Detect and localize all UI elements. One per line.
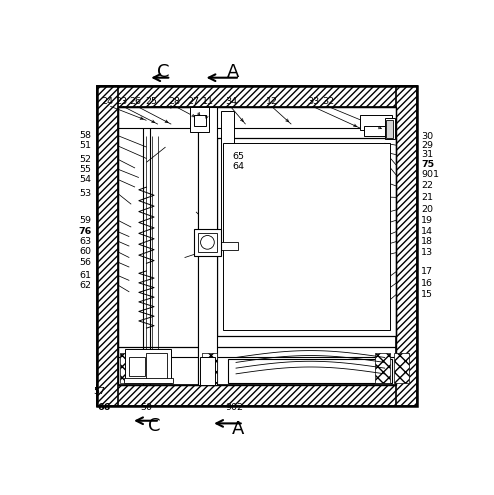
Text: 13: 13 — [421, 248, 433, 257]
Bar — [146, 353, 167, 380]
Bar — [194, 115, 206, 126]
Text: 32: 32 — [323, 98, 335, 106]
Text: 18: 18 — [421, 237, 433, 246]
Text: 15: 15 — [421, 290, 433, 299]
Text: 57: 57 — [93, 387, 105, 396]
Bar — [124, 378, 173, 383]
Text: 54: 54 — [79, 175, 91, 184]
Bar — [129, 357, 145, 376]
Bar — [194, 229, 221, 256]
Text: 22: 22 — [421, 182, 433, 191]
Text: 51: 51 — [79, 142, 91, 150]
Text: 16: 16 — [421, 279, 433, 288]
Text: 901: 901 — [421, 170, 439, 179]
Text: 902: 902 — [225, 402, 243, 411]
Text: 60: 60 — [79, 248, 91, 256]
Bar — [118, 107, 396, 128]
Bar — [360, 115, 392, 130]
Text: 50: 50 — [140, 402, 153, 411]
Text: 27: 27 — [187, 98, 200, 106]
Text: 55: 55 — [79, 165, 91, 174]
Bar — [125, 349, 171, 383]
Bar — [385, 118, 395, 140]
Text: C: C — [158, 62, 170, 81]
Text: A: A — [227, 62, 240, 81]
Bar — [396, 86, 417, 406]
Text: 63: 63 — [79, 237, 91, 246]
Text: A: A — [232, 420, 244, 438]
Bar — [200, 357, 215, 385]
Text: 66: 66 — [97, 402, 110, 411]
Bar — [118, 107, 198, 385]
Bar — [364, 126, 388, 136]
Text: 25: 25 — [145, 98, 157, 106]
Text: 14: 14 — [421, 227, 433, 236]
Bar — [221, 111, 234, 244]
Text: 12: 12 — [265, 98, 278, 106]
Text: 30: 30 — [421, 132, 433, 141]
Text: 65: 65 — [232, 152, 244, 161]
Bar — [198, 107, 217, 385]
Text: C: C — [148, 417, 161, 435]
Bar — [97, 86, 118, 406]
Text: 21: 21 — [421, 193, 433, 202]
Bar — [198, 233, 217, 252]
Bar — [120, 353, 135, 383]
Text: 75: 75 — [421, 160, 434, 169]
Text: 19: 19 — [421, 216, 433, 225]
Text: 76: 76 — [78, 227, 91, 236]
Text: 29: 29 — [421, 141, 433, 149]
Bar — [190, 107, 209, 132]
Bar — [118, 107, 396, 385]
Bar — [223, 143, 390, 330]
Text: 61: 61 — [79, 271, 91, 280]
Bar — [386, 120, 393, 138]
Text: 31: 31 — [421, 150, 433, 159]
Text: 20: 20 — [421, 205, 433, 214]
Text: 28: 28 — [168, 98, 181, 106]
Text: 53: 53 — [79, 189, 91, 198]
Text: 11: 11 — [202, 98, 214, 106]
Bar — [217, 243, 238, 250]
Text: 59: 59 — [79, 216, 91, 225]
Bar — [375, 353, 390, 383]
Bar — [143, 353, 158, 383]
Bar — [217, 138, 396, 336]
Text: 58: 58 — [79, 131, 91, 140]
Text: 24: 24 — [102, 98, 114, 106]
Text: 23: 23 — [116, 98, 128, 106]
Bar — [97, 385, 417, 406]
Bar — [202, 353, 217, 383]
Text: 26: 26 — [130, 98, 142, 106]
Text: 33: 33 — [307, 98, 320, 106]
Bar — [97, 86, 417, 406]
Bar — [97, 86, 417, 107]
Text: 56: 56 — [79, 258, 91, 267]
Text: 64: 64 — [232, 162, 244, 171]
Text: 52: 52 — [79, 155, 91, 164]
Bar — [394, 353, 410, 383]
Text: 17: 17 — [421, 267, 433, 276]
Text: 34: 34 — [225, 98, 237, 106]
Bar — [228, 358, 392, 383]
Text: 62: 62 — [79, 281, 91, 290]
